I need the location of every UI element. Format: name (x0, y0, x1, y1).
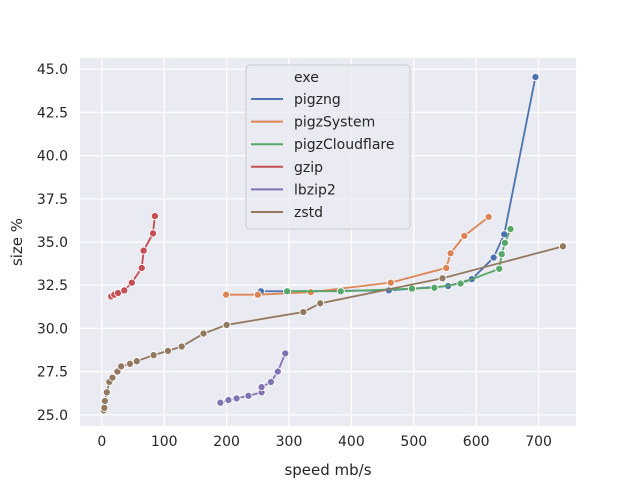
legend-title: exe (294, 70, 319, 86)
series-pigzCloudflare (283, 224, 515, 296)
data-point (484, 212, 493, 221)
data-point (456, 279, 465, 288)
data-point (125, 359, 134, 368)
legend-label: zstd (294, 205, 323, 221)
series-pigzSystem (221, 212, 493, 299)
series-group (99, 72, 567, 415)
x-tick-label: 400 (338, 434, 365, 450)
legend-items: pigzng pigzSystem pigzCloudflare gzip lbzip2… (251, 92, 394, 221)
y-tick-label: 27.5 (37, 365, 68, 381)
data-point (407, 284, 416, 293)
series-lbzip2 (216, 349, 290, 407)
data-point (102, 388, 111, 397)
x-tick-label: 200 (213, 434, 240, 450)
data-point (500, 238, 509, 247)
data-point (137, 263, 146, 272)
data-point (216, 398, 225, 407)
legend: exe pigzng pigzSystem pigzCloudflare gzip lb… (245, 64, 411, 230)
data-point (497, 250, 506, 259)
y-axis-title: size % (8, 218, 26, 266)
data-point (281, 349, 290, 358)
y-tick-label: 25.0 (37, 408, 68, 424)
x-axis-title: speed mb/s (284, 461, 371, 479)
data-point (257, 383, 266, 392)
y-tick-label: 37.5 (37, 192, 68, 208)
data-point (316, 299, 325, 308)
x-tick-label: 300 (276, 434, 303, 450)
legend-box (245, 64, 411, 230)
data-point (299, 307, 308, 317)
data-point (442, 263, 451, 272)
x-tick-label: 600 (463, 434, 490, 450)
data-point (224, 396, 233, 405)
series-gzip (107, 212, 159, 301)
data-point (244, 391, 253, 400)
data-point (100, 403, 109, 412)
data-point (460, 231, 469, 241)
legend-label: lbzip2 (294, 182, 336, 198)
data-point (283, 287, 292, 296)
data-point (139, 246, 148, 255)
y-tick-label: 40.0 (37, 149, 68, 165)
x-tick-labels: 0 100 200 300 400 500 600 700 (97, 434, 552, 450)
data-point (120, 286, 129, 295)
y-tick-label: 32.5 (37, 278, 68, 294)
x-tick-label: 500 (400, 434, 427, 450)
x-tick-label: 100 (151, 434, 178, 450)
data-point (266, 377, 275, 386)
data-point (336, 287, 345, 296)
data-point (221, 290, 231, 299)
data-point (253, 290, 262, 299)
x-tick-label: 700 (525, 434, 552, 450)
legend-label: gzip (294, 160, 323, 176)
y-tick-label: 45.0 (37, 62, 68, 78)
y-tick-labels: 25.0 27.5 30.0 32.5 35.0 37.5 40.0 42.5 45.0 (37, 62, 68, 424)
data-point (506, 224, 515, 234)
data-point (148, 229, 158, 238)
data-point (446, 249, 455, 258)
data-point (199, 329, 208, 338)
data-point (531, 72, 540, 82)
data-point (127, 278, 136, 287)
y-tick-label: 30.0 (37, 321, 68, 337)
legend-label: pigzCloudflare (294, 137, 394, 153)
data-point (273, 367, 282, 376)
data-point (438, 274, 447, 283)
data-point (117, 362, 126, 371)
data-point (100, 396, 110, 405)
data-point (232, 394, 241, 403)
data-point (222, 320, 231, 329)
series-zstd (99, 242, 567, 415)
data-point (558, 242, 567, 251)
data-point (177, 342, 186, 351)
data-point (150, 212, 159, 221)
data-point (132, 357, 141, 366)
data-point (430, 283, 439, 292)
y-tick-label: 42.5 (37, 105, 68, 121)
data-point (108, 373, 117, 382)
data-point (386, 278, 395, 287)
data-point (149, 351, 158, 360)
data-point (489, 253, 498, 262)
y-tick-label: 35.0 (37, 235, 68, 251)
data-point (495, 264, 504, 273)
data-point (163, 346, 173, 355)
legend-label: pigzng (294, 92, 341, 108)
x-tick-label: 0 (97, 434, 106, 450)
legend-label: pigzSystem (294, 115, 375, 131)
